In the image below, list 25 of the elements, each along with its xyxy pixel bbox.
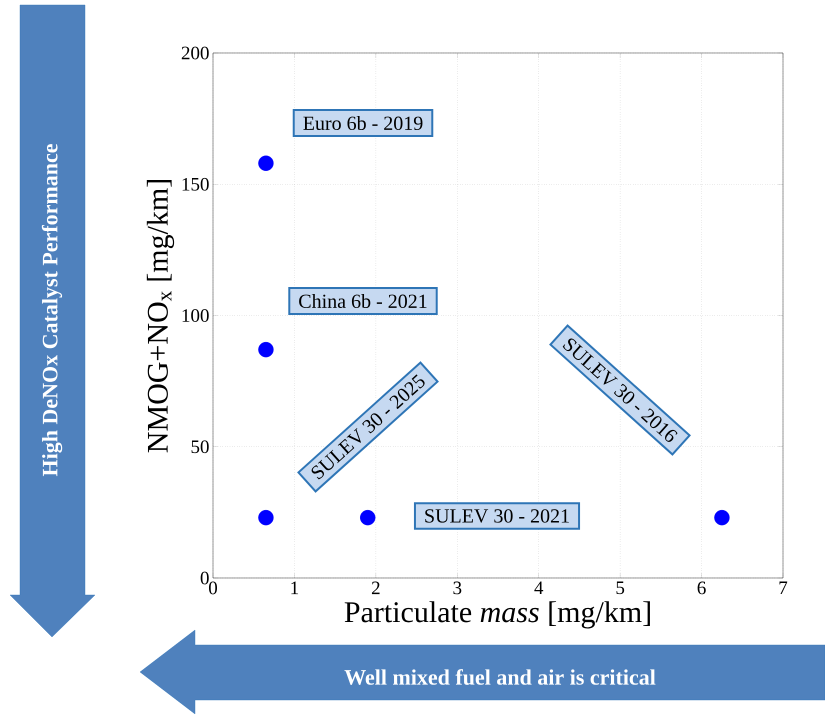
text: Well mixed fuel and air is critical [344,669,656,685]
x-tick-label: 4 [534,582,544,594]
x-tick-label: 0 [208,582,218,594]
y-tick-label: 0 [200,572,209,584]
x-tick-label: 5 [616,582,624,594]
x-tick-label: 6 [698,582,706,594]
annotation: SULEV 30 - 2021 [425,509,569,523]
point [258,510,274,526]
annotation: Euro 6b - 2019 [303,116,422,130]
y-axis-title: NMOG+NO$_{x}$ [mg/km] [146,180,174,452]
x-tick-label: 3 [453,582,462,594]
x-tick-label: 2 [372,582,380,594]
x-tick-label: 1 [291,582,298,594]
text: High DeNOx Catalyst Performance [42,144,62,476]
y-tick-label: 50 [192,440,209,454]
point [258,342,274,358]
point [714,510,730,526]
y-tick-label: 150 [182,178,209,191]
y-tick-label: 200 [182,46,209,60]
y-tick-label: 100 [182,309,209,322]
annotation: China 6b - 2021 [299,294,427,308]
point [360,510,376,526]
x-tick-label: 7 [780,582,788,594]
point [258,156,274,171]
x-axis-title: Particulate mass [mg/km] [344,601,650,629]
